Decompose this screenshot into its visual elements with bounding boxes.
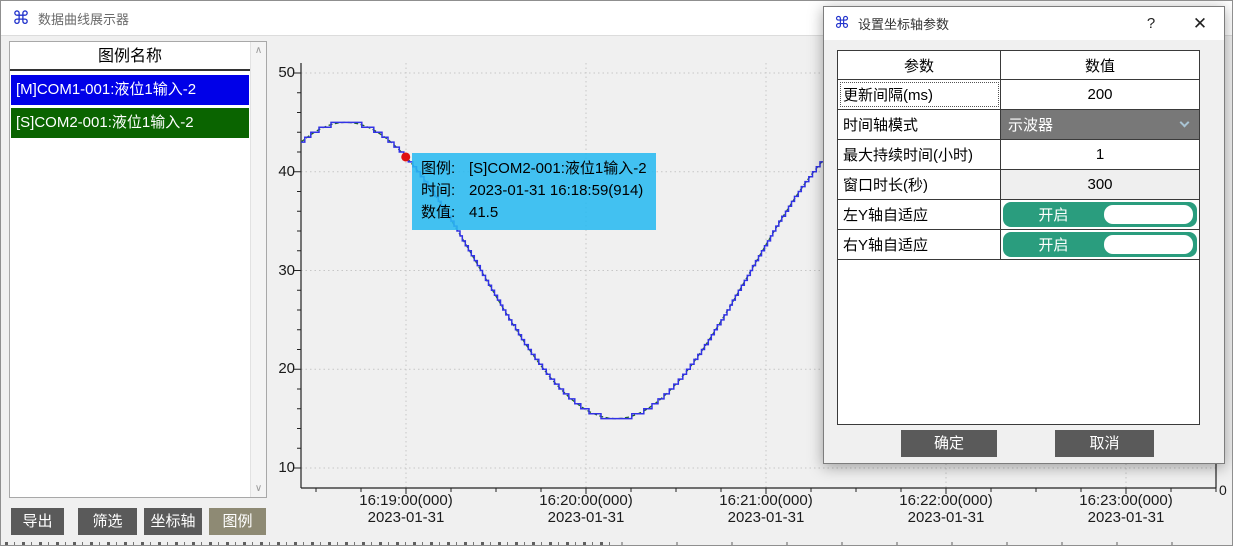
time-axis-mode-dropdown[interactable]: 示波器: [1001, 110, 1199, 139]
toggle-state-label: 开启: [1038, 237, 1069, 254]
param-cell[interactable]: 最大持续时间(小时): [838, 140, 1001, 169]
export-button[interactable]: 导出: [11, 508, 64, 535]
tooltip-value-row: 数值: 41.5: [421, 202, 647, 224]
y-axis-tick-label: 10: [278, 459, 295, 476]
scroll-down-icon[interactable]: ∨: [254, 483, 263, 494]
ok-button[interactable]: 确定: [901, 430, 997, 457]
y-axis-tick-label: 20: [278, 360, 295, 378]
legend-button[interactable]: 图例: [209, 508, 266, 535]
chevron-down-icon: [1179, 117, 1190, 128]
settings-row: 左Y轴自适应 开启: [838, 200, 1199, 230]
tooltip-legend-label: 图例:: [421, 160, 456, 177]
scroll-up-icon[interactable]: ∧: [254, 45, 263, 56]
legend-panel-header: 图例名称: [10, 42, 250, 71]
value-cell[interactable]: 示波器: [1001, 110, 1199, 139]
value-cell[interactable]: 1: [1095, 146, 1105, 163]
tooltip-time-value: 2023-01-31 16:18:59(914): [469, 182, 644, 199]
clipped-background-window: [5, 542, 617, 545]
toggle-state-label: 开启: [1038, 207, 1069, 224]
x-axis-tick-label: 16:23:00(000) 2023-01-31: [1079, 492, 1173, 526]
param-cell[interactable]: 窗口时长(秒): [838, 170, 1001, 199]
value-cell[interactable]: 300: [1001, 170, 1199, 199]
tooltip-legend-value: [S]COM2-001:液位1输入-2: [469, 160, 647, 177]
settings-row: 时间轴模式 示波器: [838, 110, 1199, 140]
right-axis-zero-label: 0: [1219, 482, 1227, 498]
y-axis-tick-label: 50: [278, 64, 295, 81]
toggle-knob[interactable]: [1103, 235, 1193, 254]
value-cell[interactable]: 开启: [1001, 230, 1199, 259]
x-axis-tick-label: 16:19:00(000) 2023-01-31: [359, 492, 453, 526]
filter-button[interactable]: 筛选: [78, 508, 137, 535]
legend-panel: 图例名称 [M]COM1-001:液位1输入-2 [S]COM2-001:液位1输…: [9, 41, 267, 498]
autoscale-toggle[interactable]: 开启: [1003, 232, 1197, 257]
legend-scrollbar[interactable]: ∧ ∨: [250, 42, 266, 497]
cancel-button[interactable]: 取消: [1055, 430, 1154, 457]
dialog-close-button[interactable]: ✕: [1192, 14, 1208, 33]
table-header-value: 数值: [1084, 57, 1115, 75]
autoscale-toggle[interactable]: 开启: [1003, 202, 1197, 227]
tooltip-value-value: 41.5: [469, 204, 499, 221]
hover-marker-dot: [401, 152, 411, 162]
settings-row: 窗口时长(秒) 300: [838, 170, 1199, 200]
tooltip-time-label: 时间:: [421, 182, 456, 199]
dialog-help-button[interactable]: ?: [1146, 15, 1156, 32]
y-axis-tick-label: 40: [278, 162, 295, 180]
param-cell[interactable]: 时间轴模式: [838, 110, 1001, 139]
tooltip-legend-row: 图例: [S]COM2-001:液位1输入-2: [421, 158, 647, 180]
chart-tooltip: 图例: [S]COM2-001:液位1输入-2 时间: 2023-01-31 1…: [412, 153, 656, 230]
x-axis-tick-label: 16:20:00(000) 2023-01-31: [539, 492, 633, 526]
window-title: 数据曲线展示器: [38, 11, 130, 27]
legend-list-item[interactable]: [M]COM1-001:液位1输入-2: [11, 75, 249, 105]
param-cell[interactable]: 右Y轴自适应: [838, 230, 1001, 259]
table-header-param: 参数: [838, 51, 1001, 79]
axes-button[interactable]: 坐标轴: [144, 508, 202, 535]
settings-row: 更新间隔(ms) 200: [838, 80, 1199, 110]
dialog-icon: ⌘: [834, 14, 850, 32]
param-cell[interactable]: 更新间隔(ms): [838, 80, 1001, 109]
app-icon: ⌘: [12, 8, 30, 28]
dialog-title: 设置坐标轴参数: [858, 17, 950, 32]
value-cell[interactable]: 开启: [1001, 200, 1199, 229]
value-cell[interactable]: 200: [1087, 86, 1113, 103]
tooltip-time-row: 时间: 2023-01-31 16:18:59(914): [421, 180, 647, 202]
settings-table: 参数 数值 更新间隔(ms) 200 时间轴模式 示波器 最大持续时间(小时) 1 窗口时长…: [837, 50, 1200, 425]
legend-list-item[interactable]: [S]COM2-001:液位1输入-2: [11, 108, 249, 138]
y-axis-tick-label: 30: [278, 261, 295, 279]
x-axis-tick-label: 16:22:00(000) 2023-01-31: [899, 492, 993, 526]
axis-settings-dialog: ⌘ 设置坐标轴参数 ? ✕ 参数 数值 更新间隔(ms) 200 时间轴模式 示波器最…: [823, 6, 1225, 464]
tooltip-value-label: 数值:: [421, 204, 456, 221]
x-axis-tick-label: 16:21:00(000) 2023-01-31: [719, 492, 813, 526]
dialog-titlebar[interactable]: ⌘ 设置坐标轴参数: [824, 7, 1224, 40]
settings-row: 右Y轴自适应 开启: [838, 230, 1199, 260]
table-header-row: 参数 数值: [838, 51, 1199, 80]
settings-row: 最大持续时间(小时) 1: [838, 140, 1199, 170]
clipped-background-window-faint: [621, 542, 1213, 545]
param-cell[interactable]: 左Y轴自适应: [838, 200, 1001, 229]
toggle-knob[interactable]: [1103, 205, 1193, 224]
